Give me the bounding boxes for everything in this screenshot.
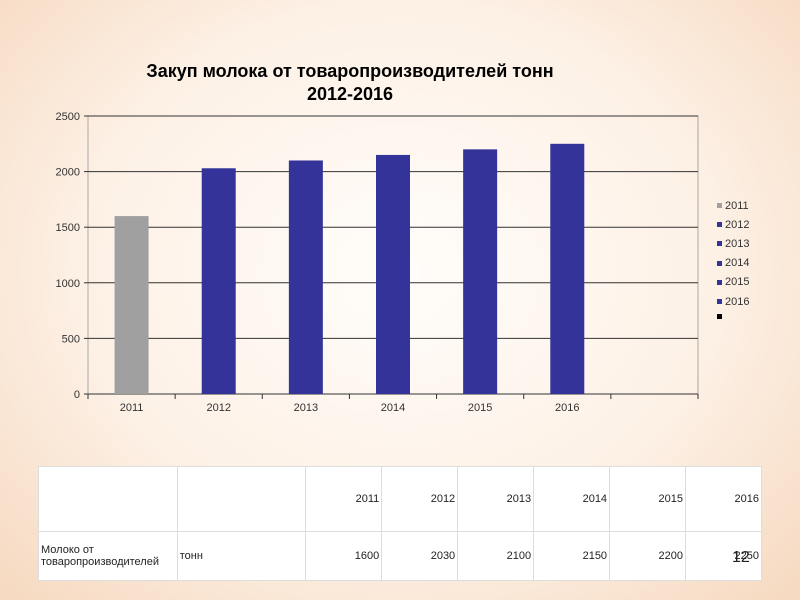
- legend-item: 2011: [717, 196, 749, 215]
- x-tick-label: 2015: [468, 402, 492, 414]
- bar-2012: [201, 168, 236, 394]
- y-tick-label: 0: [74, 389, 80, 401]
- x-tick-label: 2016: [555, 402, 579, 414]
- legend-item: 2014: [717, 254, 749, 273]
- table-unit-cell: тонн: [176, 531, 307, 581]
- legend-label: 2011: [725, 199, 749, 212]
- table-value-cell: 1600: [305, 531, 383, 581]
- legend-item: 2016: [717, 292, 749, 311]
- table-value-cell: 2100: [457, 531, 535, 581]
- table-header-cell: 2013: [457, 466, 535, 532]
- chart-title: Закуп молока от товаропроизводителей тон…: [90, 60, 610, 106]
- legend-marker: [717, 314, 722, 319]
- legend-item: 2013: [717, 234, 749, 253]
- chart-title-line-2: 2012-2016: [306, 84, 394, 104]
- table-value-cell: 2200: [609, 531, 686, 581]
- table-header-cell: 2016: [685, 466, 762, 532]
- legend-swatch: [717, 279, 722, 285]
- legend-item: 2012: [717, 215, 749, 234]
- y-tick-label: 2000: [56, 167, 80, 179]
- legend-label: 2016: [725, 295, 750, 308]
- table-header-cell: 2011: [305, 466, 383, 532]
- table-value-cell: 2150: [533, 531, 611, 581]
- table-cell: [38, 466, 178, 532]
- bar-2013: [288, 160, 323, 394]
- table-value-cell: 2030: [381, 531, 459, 581]
- legend-swatch: [717, 299, 722, 305]
- y-tick-label: 1000: [56, 278, 80, 290]
- table-header-row: 2011 2012 2013 2014 2015 2016: [38, 466, 762, 532]
- y-tick-label: 2500: [56, 111, 80, 123]
- legend-swatch: [717, 260, 722, 266]
- legend-swatch: [717, 203, 722, 209]
- page-number: 12: [732, 549, 750, 566]
- table-header-cell: 2012: [381, 466, 459, 532]
- chart-title-line-1: Закуп молока от товаропроизводителей тон…: [146, 61, 554, 81]
- bar-2015: [463, 149, 498, 394]
- y-tick-label: 500: [62, 333, 80, 345]
- x-tick-label: 2013: [294, 402, 318, 414]
- table-row-label: Молоко от товаропроизводителей: [38, 531, 178, 581]
- legend-label: 2015: [725, 276, 750, 289]
- legend-label: 2012: [725, 218, 750, 231]
- data-table: 2011 2012 2013 2014 2015 2016 Молоко от …: [38, 466, 762, 581]
- table-cell: [176, 466, 307, 532]
- table-row: Молоко от товаропроизводителей тонн 1600…: [38, 531, 762, 581]
- x-tick-label: 2014: [381, 402, 405, 414]
- x-tick-label: 2011: [120, 402, 144, 414]
- table-header-cell: 2015: [609, 466, 686, 532]
- legend-label: 2014: [725, 257, 750, 270]
- legend-swatch: [717, 222, 722, 228]
- y-tick-label: 1500: [56, 222, 80, 234]
- table-header-cell: 2014: [533, 466, 611, 532]
- bar-2016: [550, 143, 585, 394]
- legend-item: 2015: [717, 273, 749, 292]
- legend-label: 2013: [725, 237, 750, 250]
- chart-legend: 2011 2012 2013 2014 2015 2016: [717, 196, 749, 311]
- x-tick-label: 2012: [206, 402, 230, 414]
- legend-swatch: [717, 241, 722, 247]
- bar-2011: [114, 216, 149, 394]
- table-value-cell: 2250: [685, 531, 762, 581]
- bar-2014: [376, 154, 410, 394]
